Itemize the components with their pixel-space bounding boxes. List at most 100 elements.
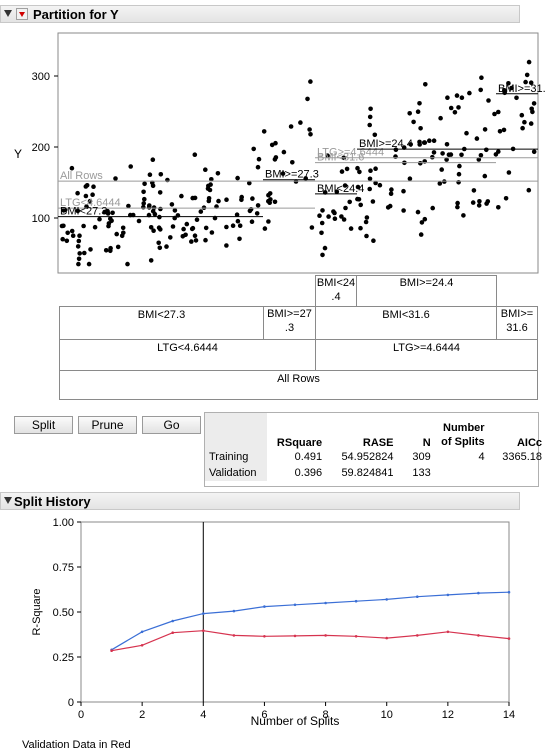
data-point <box>418 232 424 237</box>
tree-node-ltg-ge[interactable]: LTG>=4.6444 <box>315 339 538 371</box>
level-label: BMI<27.3 <box>60 206 107 218</box>
data-point <box>192 195 198 201</box>
y-tick-label: 100 <box>32 213 50 225</box>
data-point <box>357 169 362 175</box>
data-point <box>64 238 70 244</box>
data-point <box>440 151 445 156</box>
header-n: N <box>422 437 431 449</box>
data-point <box>288 124 294 129</box>
tree-node-bmi-ge-27-3[interactable]: BMI>=27 .3 <box>263 306 316 340</box>
data-point <box>364 215 370 220</box>
level-label: BMI<24.4 <box>317 183 364 195</box>
series-point-training <box>140 630 144 634</box>
data-point <box>474 136 480 141</box>
x-axis-title: Number of Splits <box>251 714 340 728</box>
prune-button[interactable]: Prune <box>78 416 137 434</box>
data-point <box>423 82 428 87</box>
tree-node-bmi-ge-24-4[interactable]: BMI>=24.4 <box>356 275 497 307</box>
data-point <box>146 205 152 210</box>
data-point <box>388 191 394 196</box>
data-point <box>387 203 393 209</box>
partition-outline-header[interactable]: Partition for Y <box>0 5 520 23</box>
data-point <box>431 138 437 143</box>
data-point <box>332 210 337 216</box>
split-button[interactable]: Split <box>14 416 73 434</box>
data-point <box>368 168 373 173</box>
disclosure-icon[interactable] <box>4 497 12 504</box>
tree-node-ltg-lt[interactable]: LTG<4.6444 <box>59 339 316 371</box>
data-point <box>298 120 303 125</box>
data-point <box>114 231 119 237</box>
data-point <box>169 202 175 207</box>
data-point <box>307 127 312 132</box>
go-button[interactable]: Go <box>142 416 201 434</box>
data-point <box>272 199 278 205</box>
series-point-validation <box>354 635 358 638</box>
cell-rase: 59.824841 <box>341 467 394 479</box>
series-point-validation <box>110 649 113 652</box>
data-point <box>192 152 198 157</box>
data-point <box>90 192 95 197</box>
data-point <box>389 187 394 192</box>
series-point-training <box>324 601 327 605</box>
x-tick-label: 8 <box>323 709 329 721</box>
data-point <box>150 208 156 214</box>
disclosure-icon[interactable] <box>4 10 12 17</box>
series-point-validation <box>446 630 450 634</box>
y-tick-label: 0.25 <box>53 652 74 664</box>
data-point <box>444 157 449 162</box>
data-point <box>332 216 338 221</box>
data-point <box>251 146 256 152</box>
tree-node-bmi-lt-31-6[interactable]: BMI<31.6 <box>315 306 497 340</box>
data-point <box>203 225 209 231</box>
cell-splits: 4 <box>478 451 485 463</box>
split-history-outline-header[interactable]: Split History <box>0 492 520 510</box>
data-point <box>464 130 469 136</box>
data-point <box>492 111 497 117</box>
data-point <box>347 199 353 205</box>
level-label: BMI>=27.3 <box>265 169 319 181</box>
series-point-validation <box>416 634 419 637</box>
data-point <box>189 239 194 244</box>
data-point <box>110 210 115 216</box>
level-label: All Rows <box>60 170 103 182</box>
data-point <box>255 164 261 170</box>
data-point <box>108 245 113 251</box>
data-point <box>136 218 142 224</box>
data-point <box>528 80 534 85</box>
data-point <box>368 106 373 112</box>
tree-node-bmi-ge-31-6[interactable]: BMI>= 31.6 <box>496 306 538 340</box>
data-point <box>430 205 436 211</box>
split-history-chart[interactable]: 0 2 4 6 8 10 12 14 0 0.25 0.50 0.75 1.00 R-Square Nu… <box>0 512 546 734</box>
data-point <box>224 197 229 202</box>
data-point <box>486 98 491 103</box>
cell-rsquare: 0.491 <box>294 451 323 463</box>
data-point <box>377 182 383 188</box>
data-point <box>427 138 432 143</box>
data-point <box>91 184 96 189</box>
red-triangle-menu-icon[interactable] <box>16 8 28 20</box>
data-point <box>209 177 214 182</box>
data-point <box>113 176 118 181</box>
series-point-training <box>293 603 297 607</box>
table-row-validation: Validation 0.396 59.824841 133 <box>205 465 546 481</box>
y-axis-title: R-Square <box>31 588 43 635</box>
series-point-validation <box>263 635 266 638</box>
data-point <box>524 72 530 78</box>
tree-node-bmi-lt-27-3[interactable]: BMI<27.3 <box>59 306 264 340</box>
data-point <box>417 139 422 145</box>
data-point <box>496 149 501 154</box>
level-label: BMI>=31.6 <box>498 83 546 95</box>
data-point <box>531 149 537 155</box>
validation-note: Validation Data in Red <box>22 739 131 751</box>
data-point <box>97 216 102 222</box>
data-point <box>308 79 313 84</box>
data-point <box>235 218 241 224</box>
data-point <box>484 201 489 206</box>
axis-ticks: 0 2 4 6 8 10 12 14 0 0.25 0.50 0.75 1.00 <box>53 517 516 721</box>
series-point-training <box>202 612 205 615</box>
tree-node-bmi-lt-24-4[interactable]: BMI<24 .4 <box>315 275 357 307</box>
tree-node-all-rows[interactable]: All Rows <box>59 370 538 400</box>
data-point <box>371 238 376 243</box>
